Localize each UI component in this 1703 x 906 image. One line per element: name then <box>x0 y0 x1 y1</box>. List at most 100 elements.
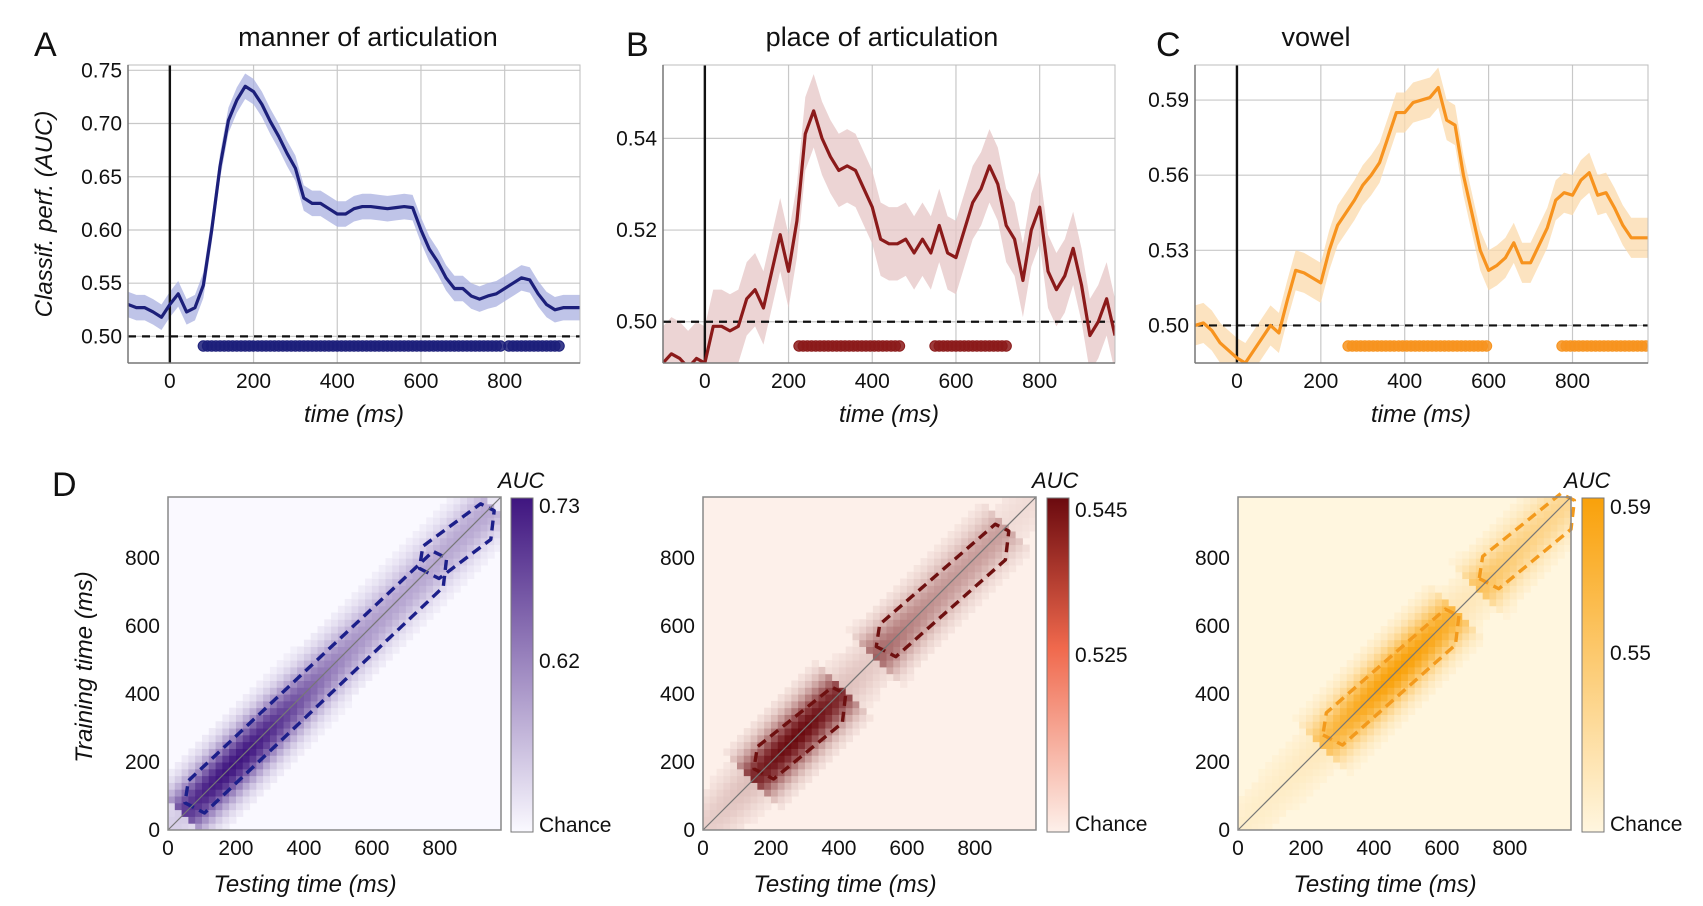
heatmap-2-cell <box>913 564 921 573</box>
heatmap-2-cell <box>940 544 949 552</box>
heatmap-3-cell <box>1530 564 1538 573</box>
heatmap-1-cell <box>229 748 237 756</box>
heatmap-3-cell <box>1373 728 1382 736</box>
heatmap-3-cell <box>1353 680 1361 688</box>
heatmap-2-cell <box>934 578 942 586</box>
heatmap-1-cell <box>405 632 414 641</box>
heatmap-3-diagonal <box>1237 496 1572 831</box>
heatmap-3-cell <box>1387 694 1395 702</box>
heatmap-3-cell <box>1312 762 1321 770</box>
heatmap-1-cell <box>331 612 339 620</box>
heatmap-1-cell <box>283 694 291 702</box>
heatmap-1-cell <box>290 694 298 702</box>
panel-letter-c: C <box>1156 26 1181 64</box>
heatmap-1-cell <box>378 626 386 634</box>
heatmap-1-cell <box>365 619 373 627</box>
heatmap-3-cell <box>1394 694 1402 702</box>
heatmap-1-cell <box>283 728 291 736</box>
heatmap-1-cell <box>283 748 291 756</box>
heatmap-1-cell <box>303 721 312 729</box>
heatmap-3-cell <box>1489 551 1497 559</box>
heatmap-3-cell <box>1387 700 1395 709</box>
heatmap-2-cell <box>954 592 962 600</box>
heatmap-1-cell <box>426 551 434 559</box>
heatmap-1-cell <box>392 639 400 648</box>
heatmap-3-cell <box>1394 721 1402 729</box>
panel-a-xtick-label: 600 <box>403 370 438 393</box>
heatmap-1-cell <box>494 537 502 546</box>
heatmap-2-cell <box>743 741 752 749</box>
heatmap-3-cell <box>1475 639 1484 648</box>
heatmap-2-cell <box>859 707 867 715</box>
heatmap-2-cell <box>995 503 1003 512</box>
panel-letter-a: A <box>34 26 57 64</box>
heatmap-2-cell <box>838 660 847 668</box>
heatmap-3-cell <box>1367 673 1375 681</box>
heatmap-2-cell <box>879 653 887 661</box>
heatmap-2-cell <box>913 585 921 593</box>
heatmap-1-cell <box>344 700 352 709</box>
heatmap-1-cell <box>201 782 210 790</box>
heatmap-3-cell <box>1435 605 1443 614</box>
heatmap-2-cell <box>798 700 806 709</box>
heatmap-1-cell <box>188 796 196 804</box>
heatmap-3-cell <box>1373 721 1382 729</box>
heatmap-3-cell <box>1503 517 1511 525</box>
heatmap-3-cell <box>1285 789 1293 797</box>
heatmap-2-cell <box>832 680 840 688</box>
heatmap-2-cell <box>791 694 799 702</box>
heatmap-1-cell <box>337 660 346 668</box>
heatmap-2-cell <box>791 700 799 709</box>
heatmap-1-cell <box>351 612 359 620</box>
heatmap-2-cell <box>743 748 752 756</box>
heatmap-3-cell <box>1299 768 1307 777</box>
heatmap-1-cell <box>392 632 400 641</box>
heatmap-2-cell <box>723 748 731 756</box>
heatmap-3-cell <box>1496 598 1504 607</box>
heatmap-3-cell <box>1557 497 1565 505</box>
heatmap-1-cell <box>310 721 319 729</box>
heatmap-3-cell <box>1353 721 1361 729</box>
heatmap-1-cell <box>392 626 400 634</box>
heatmap-2-cell <box>954 537 962 546</box>
heatmap-2-cell <box>804 680 813 688</box>
heatmap-1-cell <box>480 537 488 546</box>
heatmap-1-cell <box>222 728 230 736</box>
heatmap-3-cell <box>1373 639 1382 648</box>
heatmap-2-cell <box>906 585 915 593</box>
heatmap-2-cell <box>934 605 942 614</box>
heatmap-1-cell <box>419 585 427 593</box>
heatmap-2-cell <box>893 639 901 648</box>
heatmap-2-cell <box>934 632 942 641</box>
heatmap-3-cell <box>1265 775 1273 783</box>
heatmap-2-cell <box>859 721 867 729</box>
heatmap-1-cell <box>256 782 264 790</box>
heatmap-3-cell <box>1414 592 1422 600</box>
heatmap-2-cell <box>825 741 833 749</box>
heatmap-1-cell <box>446 551 454 559</box>
heatmap-2-cell <box>764 748 772 756</box>
heatmap-2-cell <box>947 585 955 593</box>
heatmap-2-cell <box>757 789 765 797</box>
heatmap-3-cell <box>1428 653 1436 661</box>
heatmap-3-cell <box>1401 632 1409 641</box>
heatmap-2-cell <box>798 721 806 729</box>
heatmap-1-cell <box>276 673 285 681</box>
heatmap-2-cell <box>811 734 820 743</box>
heatmap-1-cell <box>453 544 461 552</box>
heatmap-3-cell <box>1367 639 1375 648</box>
heatmap-3-cell <box>1503 530 1511 539</box>
heatmap-3-cell <box>1537 537 1545 546</box>
heatmap-1-cell <box>358 619 366 627</box>
heatmap-3-cell <box>1367 707 1375 715</box>
heatmap-2-cell <box>730 748 738 756</box>
heatmap-2-cell <box>940 571 949 580</box>
heatmap-1-cell <box>283 762 291 770</box>
heatmap-3-cell <box>1482 530 1490 539</box>
heatmap-1-cell <box>208 728 217 736</box>
heatmap-3-cell <box>1333 762 1341 770</box>
heatmap-3-cell <box>1489 537 1497 546</box>
heatmap-3-cell <box>1516 585 1524 593</box>
heatmap-1-cell <box>303 707 312 715</box>
heatmap-3-cell <box>1258 789 1266 797</box>
